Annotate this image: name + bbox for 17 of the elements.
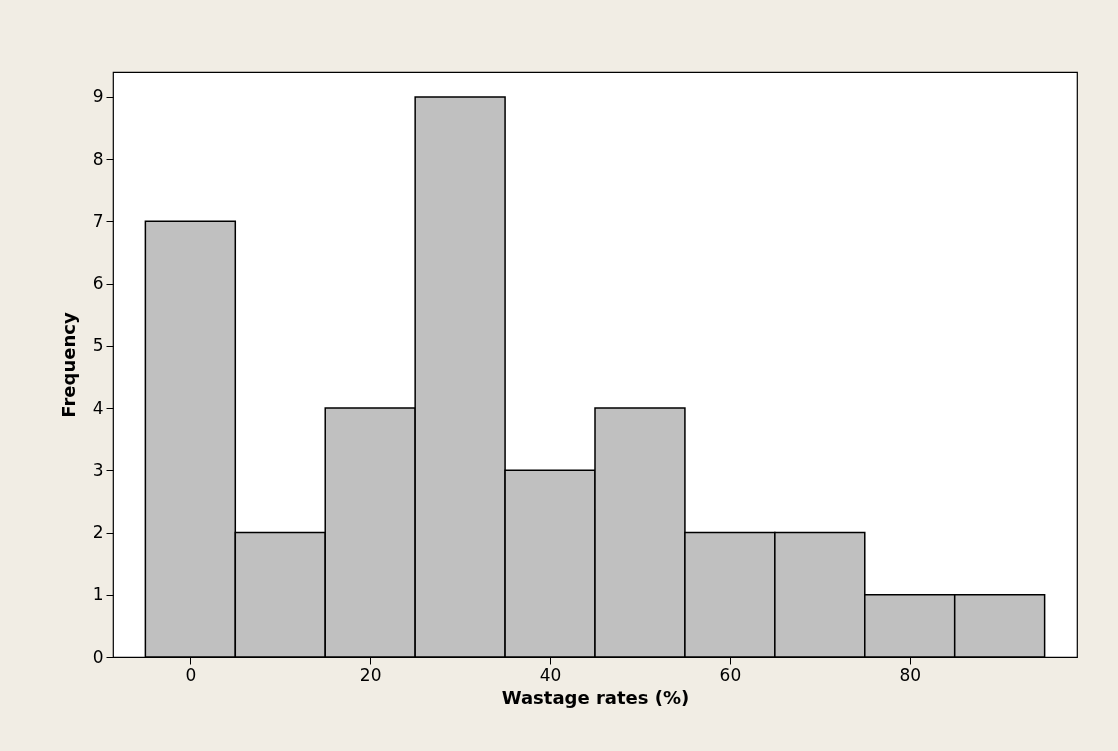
y-tick-label: 0 xyxy=(92,646,104,667)
x-tick-label: 20 xyxy=(359,664,382,685)
y-tick-label: 6 xyxy=(92,273,104,294)
y-tick-label: 8 xyxy=(92,148,104,169)
y-tick-label: 1 xyxy=(92,584,104,605)
y-tick-label: 4 xyxy=(92,397,104,418)
y-tick-label: 2 xyxy=(92,522,104,543)
x-tick-label: 0 xyxy=(185,664,197,685)
x-tick-label: 60 xyxy=(719,664,742,685)
y-axis-title: Frequency xyxy=(57,312,79,418)
x-tick-label: 40 xyxy=(539,664,562,685)
y-tick-label: 7 xyxy=(92,210,104,231)
y-tick-label: 5 xyxy=(92,335,104,356)
x-axis-title: Wastage rates (%) xyxy=(501,686,690,708)
y-tick-label: 9 xyxy=(92,86,104,107)
x-tick-label: 80 xyxy=(899,664,922,685)
y-tick-label: 3 xyxy=(92,459,104,480)
